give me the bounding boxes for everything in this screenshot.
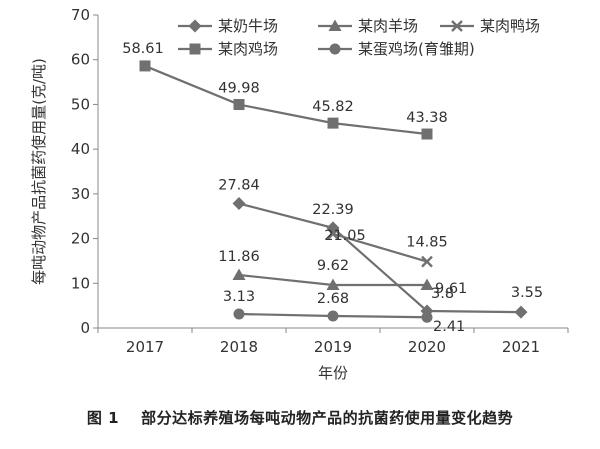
figure-caption-text: 部分达标养殖场每吨动物产品的抗菌药使用量变化趋势 (141, 409, 514, 427)
data-label: 3.55 (511, 285, 543, 301)
legend-item: 某肉鸭场 (440, 17, 540, 35)
y-tick-label: 70 (71, 6, 90, 24)
legend-item: 某奶牛场 (178, 17, 278, 35)
series-1 (232, 197, 528, 319)
legend-label: 某肉鸭场 (480, 17, 540, 35)
data-label: 3.8 (431, 286, 454, 302)
series-marker (327, 228, 339, 240)
data-label: 27.84 (218, 178, 260, 194)
data-label: 43.38 (406, 110, 448, 126)
series-3 (327, 228, 433, 268)
data-label: 58.61 (122, 41, 164, 57)
legend-label: 某肉鸡场 (218, 40, 278, 58)
data-label: 9.61 (435, 281, 467, 297)
x-tick-label: 2021 (502, 338, 540, 356)
legend-label: 某蛋鸡场(育雏期) (358, 40, 475, 58)
series-layer (139, 60, 528, 323)
data-label: 14.85 (406, 235, 448, 251)
data-label: 9.62 (317, 258, 349, 274)
series-5 (233, 308, 433, 323)
series-marker (326, 278, 340, 290)
series-marker-stroke (327, 228, 339, 240)
legend-marker (188, 19, 202, 33)
x-tick-label: 2020 (408, 338, 446, 356)
data-label: 49.98 (218, 81, 260, 97)
legend-marker-stroke (451, 20, 463, 32)
x-axis-title: 年份 (318, 364, 348, 382)
series-line (144, 64, 428, 136)
series-2 (232, 268, 434, 291)
data-label: 3.13 (223, 289, 255, 305)
data-label: 11.86 (218, 249, 260, 265)
legend-marker (328, 19, 342, 31)
x-tick-label: 2019 (314, 338, 352, 356)
series-marker (327, 310, 339, 322)
y-tick-label: 10 (71, 274, 90, 292)
series-marker (327, 117, 339, 129)
series-marker (514, 305, 528, 319)
data-label: 22.39 (312, 202, 354, 218)
series-marker (232, 268, 246, 280)
series-marker (232, 197, 246, 211)
figure-caption: 图 1 部分达标养殖场每吨动物产品的抗菌药使用量变化趋势 (0, 407, 600, 428)
legend-marker (189, 43, 201, 55)
y-tick-label: 60 (71, 51, 90, 69)
series-marker (233, 308, 245, 320)
series-line (238, 202, 522, 314)
legend-marker (329, 43, 341, 55)
series-4 (139, 60, 433, 140)
series-line (332, 232, 428, 263)
legend-item: 某肉羊场 (318, 17, 418, 35)
y-tick-label: 40 (71, 140, 90, 158)
axes: 0 10 20 30 40 50 60 70 2017 2018 2019 2020 2021 年份 每吨动… (30, 6, 569, 382)
legend-item: 某肉鸡场 (178, 40, 278, 58)
series-marker-stroke (421, 255, 433, 268)
series-marker (421, 255, 433, 268)
series-marker (139, 60, 151, 72)
x-tick-label: 2017 (126, 338, 164, 356)
data-label: 2.68 (317, 291, 349, 307)
series-marker (421, 311, 433, 323)
series-marker (233, 99, 245, 111)
legend-label: 某肉羊场 (358, 17, 418, 35)
y-tick-label: 50 (71, 95, 90, 113)
legend-item: 某蛋鸡场(育雏期) (318, 40, 475, 58)
y-tick-label: 30 (71, 185, 90, 203)
figure-number: 图 1 (86, 409, 120, 427)
series-marker (421, 128, 433, 140)
series-marker (420, 278, 434, 291)
data-label: 21.05 (324, 228, 366, 244)
data-labels: 27.84 22.39 3.8 3.55 11.86 9.62 9.61 21.05 14.85… (122, 41, 543, 335)
x-tick-label: 2018 (220, 338, 258, 356)
y-tick-label: 0 (80, 319, 90, 337)
legend-marker (451, 20, 463, 32)
data-label: 45.82 (312, 99, 354, 115)
line-chart: 0 10 20 30 40 50 60 70 2017 2018 2019 2020 2021 年份 每吨动… (30, 6, 569, 382)
y-axis-title: 每吨动物产品抗菌药使用量(克/吨) (30, 58, 48, 285)
y-tick-label: 20 (71, 230, 90, 248)
legend-label: 某奶牛场 (218, 17, 278, 35)
data-label: 2.41 (433, 319, 465, 335)
